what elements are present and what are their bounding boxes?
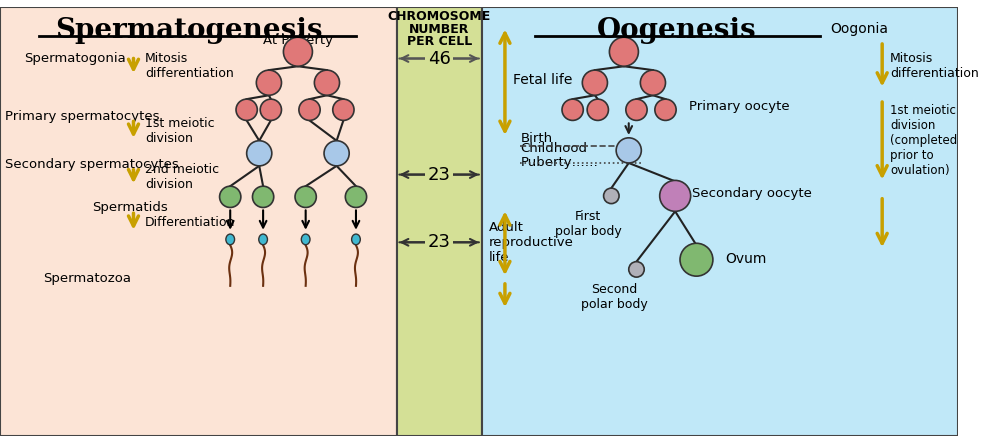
Text: First
polar body: First polar body xyxy=(554,210,622,238)
Ellipse shape xyxy=(258,234,267,245)
Text: Mitosis
differentiation: Mitosis differentiation xyxy=(890,52,979,80)
Circle shape xyxy=(299,99,320,120)
Text: 46: 46 xyxy=(428,50,450,67)
Text: 23: 23 xyxy=(428,166,450,183)
Text: Secondary oocyte: Secondary oocyte xyxy=(692,187,812,200)
Circle shape xyxy=(629,262,644,277)
Text: Mitosis
differentiation: Mitosis differentiation xyxy=(146,52,234,80)
Text: Birth: Birth xyxy=(521,132,552,145)
Circle shape xyxy=(654,99,676,120)
Circle shape xyxy=(659,180,691,211)
Circle shape xyxy=(562,99,583,120)
Text: Oogenesis: Oogenesis xyxy=(597,17,757,44)
Circle shape xyxy=(295,186,317,207)
Text: At Puberty: At Puberty xyxy=(263,34,333,47)
Circle shape xyxy=(604,188,619,204)
Text: Spermatogenesis: Spermatogenesis xyxy=(54,17,323,44)
Text: Fetal life: Fetal life xyxy=(513,73,572,87)
Circle shape xyxy=(641,70,665,95)
Circle shape xyxy=(324,141,349,166)
Text: Second
polar body: Second polar body xyxy=(581,283,647,311)
Text: 1st meiotic
division: 1st meiotic division xyxy=(146,117,215,145)
Circle shape xyxy=(626,99,647,120)
Text: Primary spermatocytes: Primary spermatocytes xyxy=(5,110,159,123)
Ellipse shape xyxy=(351,234,360,245)
Text: 23: 23 xyxy=(428,233,450,251)
Circle shape xyxy=(315,70,340,95)
Circle shape xyxy=(252,186,274,207)
Circle shape xyxy=(587,99,609,120)
Text: PER CELL: PER CELL xyxy=(407,35,472,48)
Text: Adult
reproductive
life: Adult reproductive life xyxy=(488,221,573,264)
Circle shape xyxy=(220,186,241,207)
Circle shape xyxy=(346,186,366,207)
Bar xyxy=(397,7,482,436)
Text: 1st meiotic
division
(completed
prior to
ovulation): 1st meiotic division (completed prior to… xyxy=(890,104,957,177)
Text: Secondary spermatocytes: Secondary spermatocytes xyxy=(5,159,178,171)
Circle shape xyxy=(333,99,354,120)
Bar xyxy=(0,7,397,436)
Text: Oogonia: Oogonia xyxy=(830,22,888,36)
Circle shape xyxy=(247,141,272,166)
Circle shape xyxy=(610,37,639,66)
Ellipse shape xyxy=(226,234,235,245)
Text: Spermatozoa: Spermatozoa xyxy=(44,272,132,284)
Circle shape xyxy=(256,70,281,95)
Circle shape xyxy=(582,70,608,95)
Text: CHROMOSOME: CHROMOSOME xyxy=(387,10,491,23)
Text: Primary oocyte: Primary oocyte xyxy=(689,101,789,113)
Text: Spermatogonia: Spermatogonia xyxy=(24,52,126,65)
Text: Puberty……: Puberty…… xyxy=(521,156,598,170)
Bar xyxy=(482,7,957,436)
Text: Differentiation: Differentiation xyxy=(146,217,236,229)
Text: NUMBER: NUMBER xyxy=(409,23,469,36)
Circle shape xyxy=(283,37,313,66)
Text: Childhood: Childhood xyxy=(521,142,587,155)
Text: Spermatids: Spermatids xyxy=(92,201,167,214)
Circle shape xyxy=(236,99,257,120)
Ellipse shape xyxy=(301,234,310,245)
Circle shape xyxy=(260,99,281,120)
Circle shape xyxy=(680,243,713,276)
Circle shape xyxy=(616,138,642,163)
Text: Ovum: Ovum xyxy=(726,252,767,266)
Text: 2nd meiotic
division: 2nd meiotic division xyxy=(146,163,219,191)
